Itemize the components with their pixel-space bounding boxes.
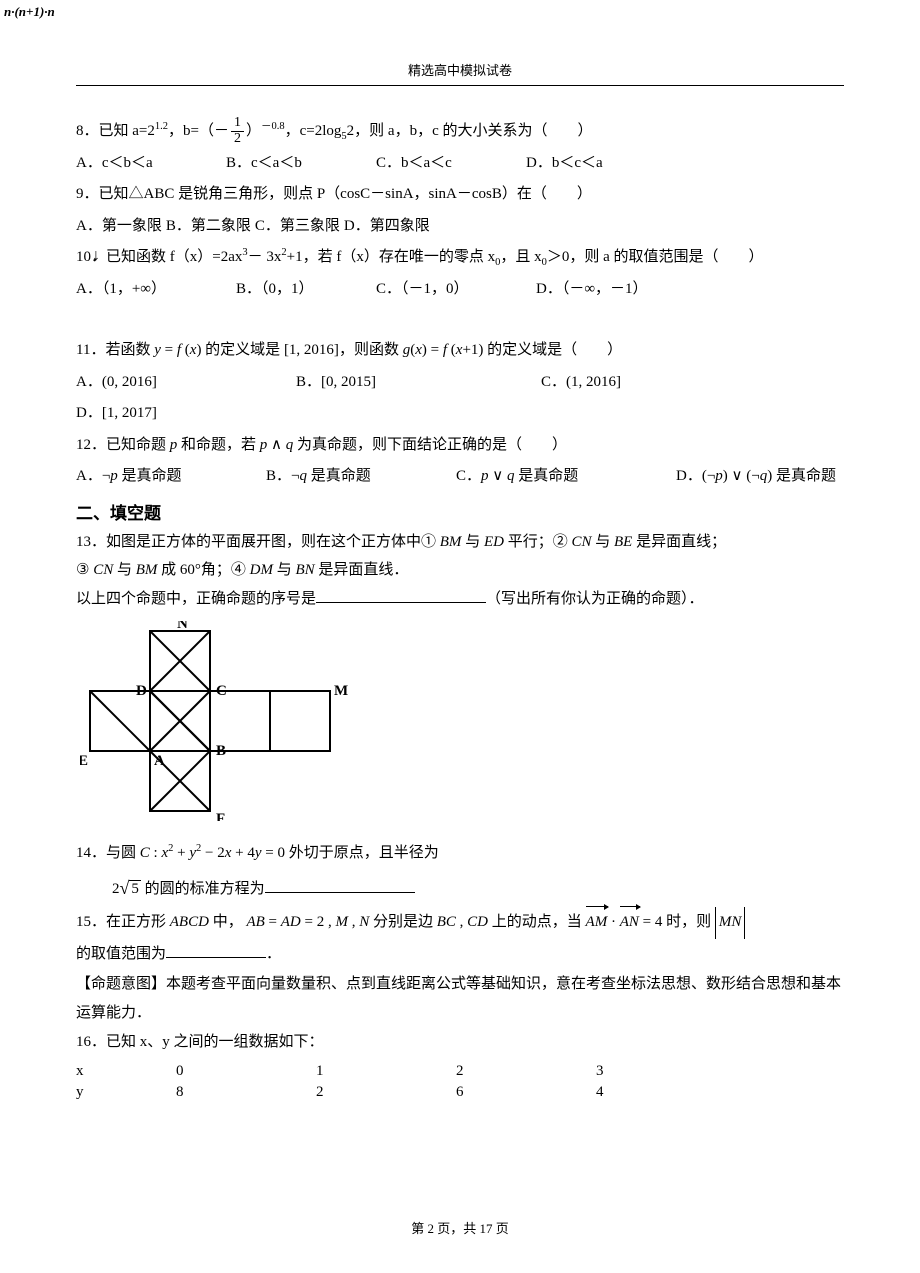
page-footer: 第 2 页，共 17 页	[0, 1218, 920, 1237]
q11-stem: 11．若函数 y = f (x) 的定义域是 [1, 2016]，则函数 g(x…	[76, 335, 844, 367]
q12-optD[interactable]: D．(¬p) ∨ (¬q) 是真命题	[676, 461, 836, 493]
svg-text:B: B	[216, 743, 226, 759]
q16-table: x 0 1 2 3 y 8 2 6 4	[76, 1061, 736, 1103]
q9-options: A．第一象限 B．第二象限 C．第三象限 D．第四象限	[76, 211, 844, 243]
q15-l1: 15．在正方形 ABCD 中， AB = AD = 2 , M , N 分别是边…	[76, 907, 844, 939]
q10-optD[interactable]: D．（－∞，－1）	[536, 274, 648, 306]
margin-arrow: ↓	[92, 248, 100, 264]
svg-text:D: D	[136, 683, 147, 699]
q15-l3: 【命题意图】本题考查平面向量数量积、点到直线距离公式等基础知识，意在考查坐标法思…	[76, 970, 844, 1027]
svg-text:M: M	[334, 683, 348, 699]
svg-text:E: E	[80, 753, 88, 769]
q12-optB[interactable]: B．¬q 是真命题	[266, 461, 456, 493]
table-row: y 8 2 6 4	[76, 1082, 736, 1103]
q8-optD[interactable]: D．b＜c＜a	[526, 148, 603, 180]
q8-stem: 8．已知 a=21.2，b=（－12）－0.8，c=2log52，则 a，b，c…	[76, 116, 844, 148]
q12-optA[interactable]: A．¬p 是真命题	[76, 461, 266, 493]
q9-stem: 9．已知△ABC 是锐角三角形，则点 P（cosC－sinA，sinA－cosB…	[76, 179, 844, 211]
q13-l1: 13．如图是正方体的平面展开图，则在这个正方体中① BM 与 ED 平行；② C…	[76, 528, 844, 557]
svg-text:C: C	[216, 683, 227, 699]
svg-text:F: F	[216, 811, 225, 821]
q10-optC[interactable]: C．（－1，0）	[376, 274, 536, 306]
q9-optD[interactable]: D．第四象限	[344, 211, 430, 243]
svg-text:N: N	[177, 621, 188, 632]
q11-optC[interactable]: C．(1, 2016]	[541, 367, 786, 399]
q16-stem: 16．已知 x、y 之间的一组数据如下：	[76, 1027, 844, 1059]
corner-formula: n·(n+1)·n	[4, 4, 55, 20]
q9-optB[interactable]: B．第二象限	[166, 211, 251, 243]
q8-optA[interactable]: A．c＜b＜a	[76, 148, 226, 180]
q12-stem: 12．已知命题 p 和命题，若 p ∧ q 为真命题，则下面结论正确的是（ ）	[76, 430, 844, 462]
q9-optA[interactable]: A．第一象限	[76, 211, 162, 243]
q13-blank[interactable]	[316, 587, 486, 603]
q11-optB[interactable]: B．[0, 2015]	[296, 367, 541, 399]
q8-options: A．c＜b＜a B．c＜a＜b C．b＜a＜c D．b＜c＜a	[76, 148, 844, 180]
q15-blank[interactable]	[166, 942, 266, 958]
page-header: 精选高中模拟试卷	[76, 60, 844, 86]
section-2-title: 二、填空题	[76, 499, 844, 524]
q10-optB[interactable]: B．（0，1）	[236, 274, 376, 306]
q10-options: A．（1，+∞） B．（0，1） C．（－1，0） D．（－∞，－1）	[76, 274, 844, 306]
svg-text:A: A	[154, 753, 165, 769]
q12-options: A．¬p 是真命题 B．¬q 是真命题 C．p ∨ q 是真命题 D．(¬p) …	[76, 461, 844, 493]
cube-net-figure: N D C M E A B F	[80, 621, 844, 826]
q12-optC[interactable]: C．p ∨ q 是真命题	[456, 461, 676, 493]
table-row: x 0 1 2 3	[76, 1061, 736, 1082]
q13-l3: 以上四个命题中，正确命题的序号是（写出所有你认为正确的命题）．	[76, 585, 844, 614]
q10-optA[interactable]: A．（1，+∞）	[76, 274, 236, 306]
q11-optD[interactable]: D．[1, 2017]	[76, 398, 157, 430]
q14-l1: 14．与圆 C : x2 + y2 − 2x + 4y = 0 外切于原点，且半…	[76, 838, 844, 870]
q9-optC[interactable]: C．第三象限	[255, 211, 340, 243]
q8-optC[interactable]: C．b＜a＜c	[376, 148, 526, 180]
q10-stem: 10．已知函数 f（x）=2ax3－ 3x2+1，若 f（x）存在唯一的零点 x…	[76, 242, 844, 274]
q13-l2: ③ CN 与 BM 成 60°角；④ DM 与 BN 是异面直线．	[76, 556, 844, 585]
q14-blank[interactable]	[265, 877, 415, 893]
q11-options: A．(0, 2016] B．[0, 2015] C．(1, 2016] D．[1…	[76, 367, 844, 430]
q15-l2: 的取值范围为．	[76, 939, 844, 971]
q11-optA[interactable]: A．(0, 2016]	[76, 367, 296, 399]
q8-optB[interactable]: B．c＜a＜b	[226, 148, 376, 180]
q14-l2: 2√5 的圆的标准方程为	[76, 870, 844, 908]
